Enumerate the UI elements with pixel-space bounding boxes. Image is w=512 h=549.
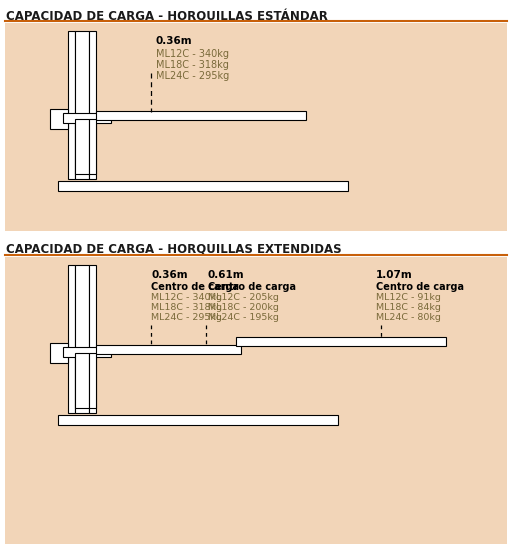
Bar [5,23,507,231]
Text: ML18C - 318kg: ML18C - 318kg [156,60,229,70]
Text: 0.36m: 0.36m [156,36,193,46]
Text: ML12C - 340kg: ML12C - 340kg [151,293,222,302]
Bar [89,31,96,179]
Bar [58,415,338,425]
Bar [75,31,89,179]
Text: ML24C - 195kg: ML24C - 195kg [208,313,279,322]
Text: ML18C - 200kg: ML18C - 200kg [208,303,279,312]
Text: ML24C - 295kg: ML24C - 295kg [156,71,229,81]
Bar [89,353,96,408]
Text: ML12C - 205kg: ML12C - 205kg [208,293,279,302]
Text: CAPACIDAD DE CARGA - HORQUILLAS EXTENDIDAS: CAPACIDAD DE CARGA - HORQUILLAS EXTENDID… [6,242,342,255]
Bar [63,347,111,357]
Bar [236,337,446,346]
Text: CAPACIDAD DE CARGA - HORQUILLAS ESTÁNDAR: CAPACIDAD DE CARGA - HORQUILLAS ESTÁNDAR [6,10,328,23]
Bar [75,353,89,408]
Bar [50,109,68,129]
Text: ML18C - 318kg: ML18C - 318kg [151,303,222,312]
Text: ML24C - 295kg: ML24C - 295kg [151,313,222,322]
Bar [89,119,96,174]
Text: 0.36m: 0.36m [151,270,187,280]
Bar [89,265,96,413]
Text: ML12C - 91kg: ML12C - 91kg [376,293,441,302]
Bar [58,181,348,191]
Bar [63,113,111,123]
Bar [96,345,241,354]
Text: 0.61m: 0.61m [208,270,245,280]
Bar [50,343,68,363]
Text: Centro de carga: Centro de carga [151,282,239,292]
Text: ML18C - 84kg: ML18C - 84kg [376,303,441,312]
Text: Centro de carga: Centro de carga [208,282,296,292]
Text: 1.07m: 1.07m [376,270,413,280]
Bar [5,257,507,544]
Bar [68,265,75,413]
Text: Centro de carga: Centro de carga [376,282,464,292]
Bar [75,119,89,174]
Bar [68,31,75,179]
Bar [75,265,89,413]
Text: ML12C - 340kg: ML12C - 340kg [156,49,229,59]
Text: ML24C - 80kg: ML24C - 80kg [376,313,441,322]
Bar [96,111,306,120]
